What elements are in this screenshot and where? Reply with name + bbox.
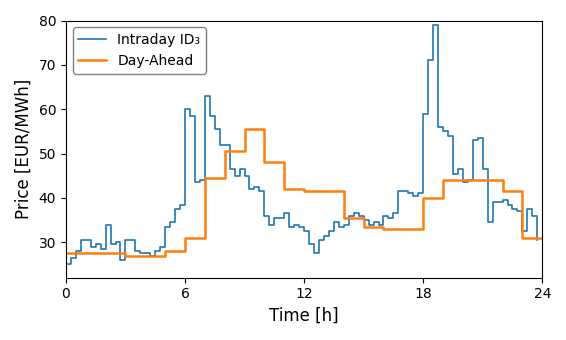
Day-Ahead (539, 236, 546, 240)
Day-Ahead (162, 249, 169, 253)
Day-Ahead (142, 254, 149, 258)
Legend: Intraday ID₃, Day-Ahead: Intraday ID₃, Day-Ahead (73, 28, 206, 73)
Day-Ahead (479, 178, 486, 182)
Day-Ahead (281, 187, 288, 191)
Day-Ahead (83, 251, 89, 255)
Day-Ahead (380, 227, 387, 231)
Day-Ahead (201, 176, 208, 180)
Day-Ahead (420, 196, 427, 200)
Day-Ahead (241, 127, 248, 131)
Day-Ahead (301, 189, 307, 193)
Intraday ID₃ (430, 23, 436, 27)
Day-Ahead (261, 160, 268, 165)
Intraday ID₃ (62, 262, 69, 267)
Day-Ahead (519, 236, 526, 240)
Day-Ahead (400, 227, 407, 231)
Day-Ahead (340, 216, 347, 220)
Intraday ID₃ (316, 238, 323, 242)
Day-Ahead (440, 178, 447, 182)
Day-Ahead (460, 178, 466, 182)
Day-Ahead (360, 225, 367, 229)
Y-axis label: Price [EUR/MWh]: Price [EUR/MWh] (15, 79, 33, 219)
Line: Intraday ID₃: Intraday ID₃ (66, 25, 537, 265)
Day-Ahead (182, 236, 188, 240)
X-axis label: Time [h]: Time [h] (269, 307, 339, 325)
Day-Ahead (221, 149, 228, 153)
Day-Ahead (62, 251, 69, 255)
Intraday ID₃ (127, 238, 134, 242)
Day-Ahead (102, 251, 109, 255)
Intraday ID₃ (534, 238, 541, 242)
Day-Ahead (499, 189, 506, 193)
Intraday ID₃ (301, 229, 307, 233)
Intraday ID₃ (266, 222, 273, 226)
Day-Ahead (122, 254, 129, 258)
Line: Day-Ahead: Day-Ahead (66, 129, 542, 256)
Intraday ID₃ (499, 198, 506, 202)
Day-Ahead (320, 189, 327, 193)
Intraday ID₃ (196, 178, 203, 182)
